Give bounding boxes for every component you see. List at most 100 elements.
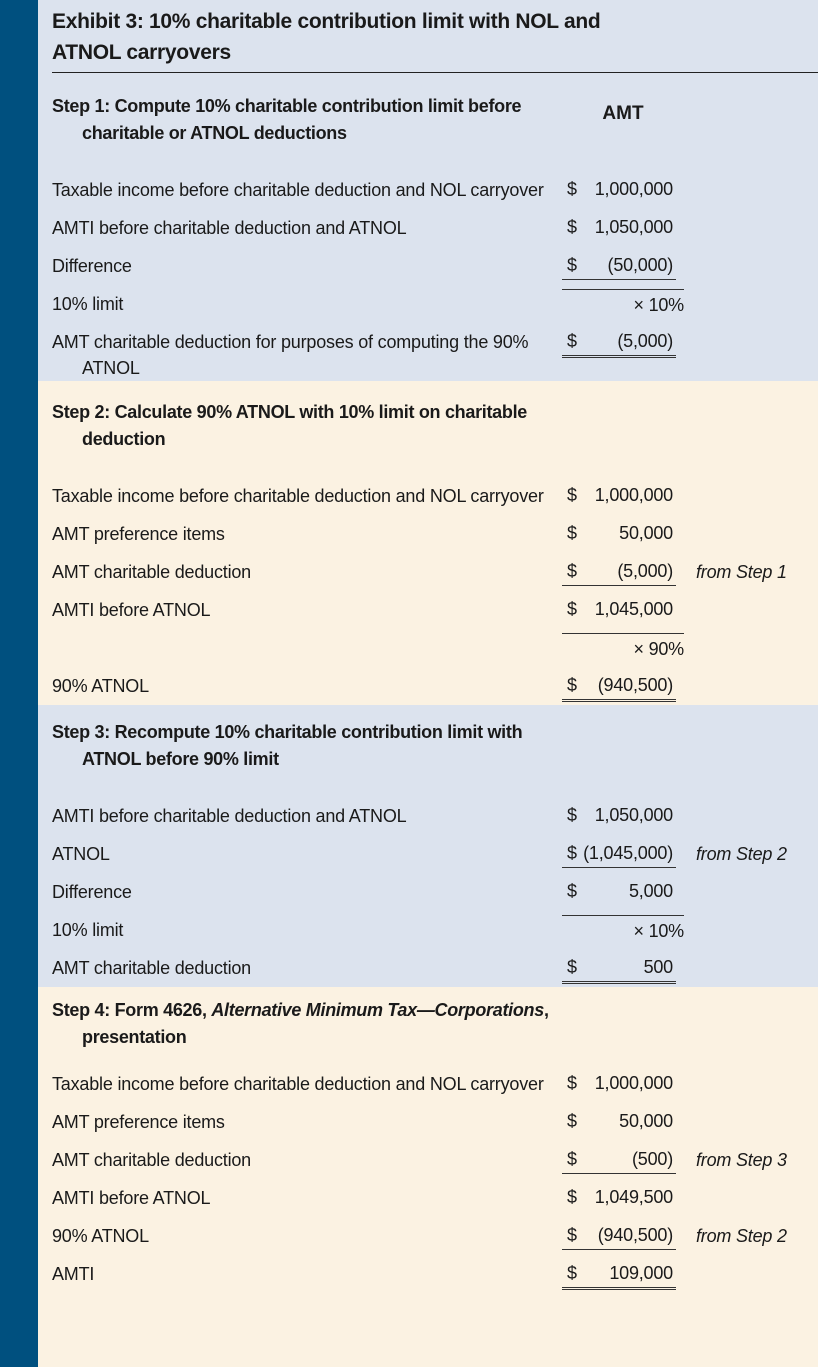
currency: $ <box>567 561 577 581</box>
amount-cell: $ (50,000) <box>562 251 676 280</box>
heading-italic: Alternative Minimum Tax—Corporations <box>211 1000 544 1020</box>
currency: $ <box>567 523 577 543</box>
currency: $ <box>567 217 577 237</box>
amount-cell: $ (5,000) <box>562 557 676 586</box>
amount-cell: $50,000 <box>562 1107 676 1135</box>
amount: 1,049,500 <box>594 1187 673 1207</box>
amount-cell: $1,049,500 <box>562 1183 676 1211</box>
row: 90% ATNOL $ (940,500) <box>38 667 818 705</box>
amount-cell: $ (5,000) <box>562 327 676 358</box>
heading-text: Step 4: Form 4626, <box>52 1000 212 1020</box>
row: Taxable income before charitable deducti… <box>38 1065 818 1103</box>
row: AMTI $109,000 <box>38 1255 818 1293</box>
row: AMT charitable deduction $500 <box>38 949 818 987</box>
heading-text: Step 2: Calculate 90% ATNOL with 10% lim… <box>52 402 527 449</box>
currency: $ <box>567 843 577 863</box>
row-label: AMT preference items <box>52 1112 225 1132</box>
amount-cell: $ (500) <box>562 1145 676 1174</box>
amount-cell: $5,000 <box>562 877 676 905</box>
row: Taxable income before charitable deducti… <box>38 171 818 209</box>
currency: $ <box>567 1073 577 1093</box>
amount: (50,000) <box>607 255 674 275</box>
row-label: 10% limit <box>52 920 124 940</box>
row-label: AMT charitable deduction <box>52 1150 251 1170</box>
row: AMTI before charitable deduction and ATN… <box>38 797 818 835</box>
amount: 50,000 <box>619 523 673 543</box>
currency: $ <box>567 957 577 977</box>
row-label: AMT charitable deduction <box>52 958 251 978</box>
row-label: Taxable income before charitable deducti… <box>52 1074 544 1094</box>
multiplier: × 10% <box>562 915 684 944</box>
amount: 500 <box>643 957 674 977</box>
multiplier: × 90% <box>562 633 684 662</box>
amount-cell: $1,000,000 <box>562 175 676 203</box>
currency: $ <box>567 1149 577 1169</box>
title: Exhibit 3: 10% charitable contribution l… <box>52 10 601 64</box>
row-label: Taxable income before charitable deducti… <box>52 486 544 506</box>
row: AMT charitable deduction for purposes of… <box>38 323 818 381</box>
row-label <box>52 629 562 661</box>
step-section: Step 2: Calculate 90% ATNOL with 10% lim… <box>38 381 818 705</box>
step-section: Step 1: Compute 10% charitable contribut… <box>38 75 818 381</box>
step-heading: Step 3: Recompute 10% charitable contrib… <box>52 719 552 773</box>
column-header: AMT <box>602 103 644 124</box>
amount: 109,000 <box>609 1263 673 1283</box>
amount-cell: $1,000,000 <box>562 481 676 509</box>
row-label: 90% ATNOL <box>52 676 149 696</box>
heading-end: , presentation <box>82 1000 549 1047</box>
row-label: AMT charitable deduction for purposes of… <box>52 332 529 378</box>
amount-cell: $1,050,000 <box>562 801 676 829</box>
amount-cell: $1,000,000 <box>562 1069 676 1097</box>
step-section: Step 4: Form 4626, Alternative Minimum T… <box>38 987 818 1293</box>
amount: (1,045,000) <box>583 843 673 863</box>
amount: 1,045,000 <box>594 599 673 619</box>
currency: $ <box>567 179 577 199</box>
row-label: Taxable income before charitable deducti… <box>52 180 544 200</box>
row: AMT charitable deduction $ (5,000) from Ste… <box>38 553 818 591</box>
amount: 1,000,000 <box>594 485 673 505</box>
amount: 1,000,000 <box>594 179 673 199</box>
row-label: AMT preference items <box>52 524 225 544</box>
header: Exhibit 3: 10% charitable contribution l… <box>38 0 818 75</box>
amount-cell: $109,000 <box>562 1259 676 1290</box>
row: Difference $ (50,000) <box>38 247 818 285</box>
row: × 90% <box>38 629 818 667</box>
amount-cell: $500 <box>562 953 676 984</box>
row: AMT charitable deduction $ (500) from Step … <box>38 1141 818 1179</box>
currency: $ <box>567 485 577 505</box>
row-label: AMTI before charitable deduction and ATN… <box>52 218 407 238</box>
note: from Step 3 <box>696 1150 787 1170</box>
heading-text: Step 1: Compute 10% charitable contribut… <box>52 96 522 143</box>
amount: 1,050,000 <box>594 805 673 825</box>
row: 10% limit × 10% <box>38 911 818 949</box>
amount: (940,500) <box>597 1225 673 1245</box>
amount-cell: $ (940,500) <box>562 671 676 702</box>
currency: $ <box>567 255 577 275</box>
row: AMTI before ATNOL $1,049,500 <box>38 1179 818 1217</box>
currency: $ <box>567 1187 577 1207</box>
row-label: AMTI <box>52 1264 95 1284</box>
row-label: AMTI before ATNOL <box>52 600 211 620</box>
note: from Step 1 <box>696 562 787 582</box>
header-rule <box>52 72 818 73</box>
row: AMTI before charitable deduction and ATN… <box>38 209 818 247</box>
currency: $ <box>567 331 577 351</box>
row-label: AMTI before ATNOL <box>52 1188 211 1208</box>
amount-cell: $ (1,045,000) <box>562 839 676 868</box>
row: 90% ATNOL $ (940,500) from Step 2 <box>38 1217 818 1255</box>
currency: $ <box>567 599 577 619</box>
note: from Step 2 <box>696 844 787 864</box>
amount: 5,000 <box>628 881 673 901</box>
row: 10% limit × 10% <box>38 285 818 323</box>
amount: (5,000) <box>617 331 673 351</box>
exhibit: Exhibit 3: 10% charitable contribution l… <box>38 0 818 1293</box>
amount-cell: $1,050,000 <box>562 213 676 241</box>
amount-cell: $1,045,000 <box>562 595 676 623</box>
row: AMTI before ATNOL $1,045,000 <box>38 591 818 629</box>
row-label: AMT charitable deduction <box>52 562 251 582</box>
row-label: Difference <box>52 882 132 902</box>
step-section: Step 3: Recompute 10% charitable contrib… <box>38 705 818 987</box>
amount-cell: $50,000 <box>562 519 676 547</box>
row: Taxable income before charitable deducti… <box>38 477 818 515</box>
